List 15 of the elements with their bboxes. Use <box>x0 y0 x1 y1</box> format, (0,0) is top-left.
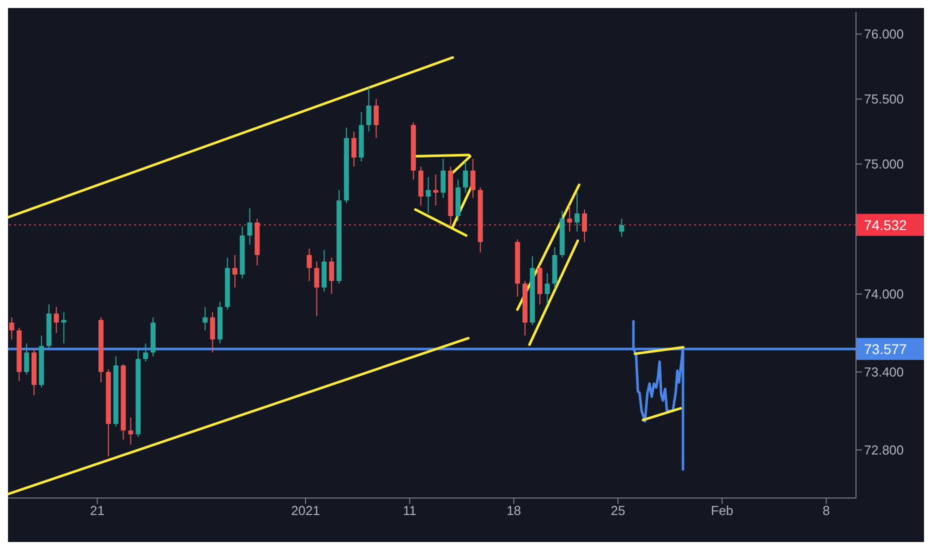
ref-line-label: 74.532 <box>864 216 908 233</box>
x-tick-label: 21 <box>90 503 104 518</box>
ref-line-label: 73.577 <box>864 340 908 357</box>
x-tick-label: 25 <box>610 503 626 518</box>
y-tick-label: 72.800 <box>864 442 904 458</box>
x-tick-label: 11 <box>402 503 416 518</box>
x-tick-label: Feb <box>710 503 734 518</box>
x-tick-label: 8 <box>822 503 830 518</box>
y-tick-label: 75.000 <box>864 156 904 172</box>
x-tick-label: 2021 <box>291 503 320 518</box>
y-tick-label: 75.500 <box>864 92 904 107</box>
y-tick-label: 74.000 <box>864 286 904 302</box>
x-tick-label: 18 <box>506 503 522 518</box>
y-tick-label: 76.000 <box>864 26 904 42</box>
y-tick-label: 73.400 <box>864 364 904 380</box>
